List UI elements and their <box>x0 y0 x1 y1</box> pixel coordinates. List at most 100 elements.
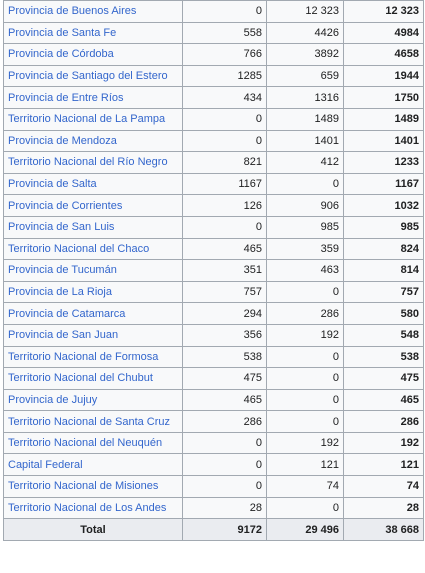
row-total: 4658 <box>343 43 424 66</box>
table-row: Territorio Nacional del Chaco 465 359 824 <box>3 237 424 261</box>
value-col-a: 0 <box>182 215 267 239</box>
total-col-a: 9172 <box>182 518 267 541</box>
region-link[interactable]: Provincia de Entre Ríos <box>8 91 124 104</box>
region-link[interactable]: Provincia de Catamarca <box>8 307 126 320</box>
row-total: 121 <box>343 453 424 477</box>
row-total: 538 <box>343 345 424 369</box>
row-total: 1750 <box>343 86 424 109</box>
region-link[interactable]: Provincia de Córdoba <box>8 48 114 61</box>
region-link[interactable]: Territorio Nacional del Chaco <box>8 242 150 255</box>
region-cell: Capital Federal <box>3 453 183 477</box>
table-row: Provincia de Jujuy 465 0 465 <box>3 388 424 412</box>
value-col-b: 0 <box>266 280 344 304</box>
table-row: Provincia de Salta 1167 0 1167 <box>3 172 424 196</box>
value-col-b: 0 <box>266 388 344 412</box>
region-link[interactable]: Provincia de Santa Fe <box>8 26 117 39</box>
table-row: Provincia de Corrientes 126 906 1032 <box>3 194 424 217</box>
region-link[interactable]: Territorio Nacional del Chubut <box>8 372 153 385</box>
row-total: 1233 <box>343 151 424 174</box>
table-row: Provincia de San Juan 356 192 548 <box>3 323 424 347</box>
value-col-b: 0 <box>266 496 344 520</box>
value-col-b: 412 <box>266 151 344 174</box>
region-link[interactable]: Provincia de Corrientes <box>8 199 123 212</box>
value-col-a: 1285 <box>182 64 267 88</box>
region-link[interactable]: Territorio Nacional de La Pampa <box>8 113 166 126</box>
value-col-a: 0 <box>182 431 267 455</box>
region-link[interactable]: Provincia de San Juan <box>8 329 119 342</box>
table-row: Provincia de Santiago del Estero 1285 659 1… <box>3 64 424 88</box>
value-col-b: 286 <box>266 302 344 325</box>
row-total: 1167 <box>343 172 424 196</box>
region-link[interactable]: Provincia de Buenos Aires <box>8 5 137 18</box>
region-link[interactable]: Territorio Nacional del Río Negro <box>8 156 168 169</box>
table-row: Territorio Nacional de Formosa 538 0 538 <box>3 345 424 369</box>
region-link[interactable]: Capital Federal <box>8 458 83 471</box>
total-row: Total 9172 29 496 38 668 <box>3 518 424 541</box>
value-col-b: 906 <box>266 194 344 217</box>
value-col-b: 192 <box>266 431 344 455</box>
value-col-a: 0 <box>182 475 267 498</box>
region-cell: Provincia de Santa Fe <box>3 21 183 45</box>
region-link[interactable]: Territorio Nacional de Formosa <box>8 350 159 363</box>
value-col-b: 659 <box>266 64 344 88</box>
region-cell: Provincia de Corrientes <box>3 194 183 217</box>
table-row: Provincia de Córdoba 766 3892 4658 <box>3 43 424 66</box>
table-row: Provincia de Tucumán 351 463 814 <box>3 259 424 282</box>
row-total: 74 <box>343 475 424 498</box>
region-cell: Territorio Nacional de La Pampa <box>3 107 183 131</box>
value-col-b: 359 <box>266 237 344 261</box>
value-col-b: 1316 <box>266 86 344 109</box>
table-row: Provincia de Mendoza 0 1401 1401 <box>3 129 424 153</box>
table-row: Provincia de Buenos Aires 0 12 323 12 323 <box>3 0 424 23</box>
value-col-a: 757 <box>182 280 267 304</box>
region-link[interactable]: Territorio Nacional del Neuquén <box>8 437 163 450</box>
region-cell: Territorio Nacional del Chaco <box>3 237 183 261</box>
region-cell: Territorio Nacional del Río Negro <box>3 151 183 174</box>
region-link[interactable]: Provincia de Mendoza <box>8 134 117 147</box>
value-col-a: 0 <box>182 129 267 153</box>
value-col-b: 74 <box>266 475 344 498</box>
region-link[interactable]: Territorio Nacional de Los Andes <box>8 501 167 514</box>
table-row: Territorio Nacional del Río Negro 821 412 1… <box>3 151 424 174</box>
region-link[interactable]: Territorio Nacional de Santa Cruz <box>8 415 171 428</box>
value-col-a: 1167 <box>182 172 267 196</box>
table-row: Provincia de Catamarca 294 286 580 <box>3 302 424 325</box>
table-row: Territorio Nacional de La Pampa 0 1489 1489 <box>3 107 424 131</box>
value-col-b: 192 <box>266 323 344 347</box>
row-total: 465 <box>343 388 424 412</box>
table-row: Territorio Nacional del Neuquén 0 192 192 <box>3 431 424 455</box>
row-total: 12 323 <box>343 0 424 23</box>
region-link[interactable]: Provincia de Salta <box>8 178 97 191</box>
value-col-b: 4426 <box>266 21 344 45</box>
value-col-a: 294 <box>182 302 267 325</box>
region-link[interactable]: Provincia de La Rioja <box>8 286 112 299</box>
value-col-b: 121 <box>266 453 344 477</box>
region-cell: Territorio Nacional de Formosa <box>3 345 183 369</box>
region-cell: Territorio Nacional del Neuquén <box>3 431 183 455</box>
row-total: 580 <box>343 302 424 325</box>
table-row: Territorio Nacional de Misiones 0 74 74 <box>3 475 424 498</box>
row-total: 1032 <box>343 194 424 217</box>
value-col-a: 465 <box>182 388 267 412</box>
region-cell: Provincia de La Rioja <box>3 280 183 304</box>
region-link[interactable]: Provincia de Tucumán <box>8 264 117 277</box>
value-col-a: 0 <box>182 0 267 23</box>
total-label: Total <box>3 518 183 541</box>
region-link[interactable]: Provincia de Santiago del Estero <box>8 70 168 83</box>
region-cell: Territorio Nacional del Chubut <box>3 367 183 390</box>
value-col-a: 356 <box>182 323 267 347</box>
table-row: Territorio Nacional del Chubut 475 0 475 <box>3 367 424 390</box>
region-link[interactable]: Provincia de Jujuy <box>8 393 98 406</box>
region-link[interactable]: Provincia de San Luis <box>8 221 115 234</box>
row-total: 757 <box>343 280 424 304</box>
value-col-b: 12 323 <box>266 0 344 23</box>
value-col-a: 0 <box>182 107 267 131</box>
value-col-a: 126 <box>182 194 267 217</box>
region-cell: Provincia de Santiago del Estero <box>3 64 183 88</box>
value-col-a: 434 <box>182 86 267 109</box>
row-total: 814 <box>343 259 424 282</box>
data-table: Provincia de Buenos Aires 0 12 323 12 323 Pr… <box>3 0 424 541</box>
region-cell: Provincia de Buenos Aires <box>3 0 183 23</box>
region-link[interactable]: Territorio Nacional de Misiones <box>8 480 159 493</box>
region-cell: Provincia de Jujuy <box>3 388 183 412</box>
